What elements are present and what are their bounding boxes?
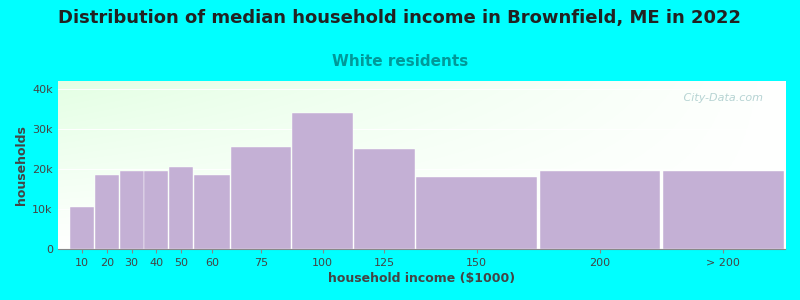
Bar — [540, 171, 661, 249]
Bar — [663, 171, 784, 249]
Bar — [293, 113, 353, 249]
Text: Distribution of median household income in Brownfield, ME in 2022: Distribution of median household income … — [58, 9, 742, 27]
Text: White residents: White residents — [332, 54, 468, 69]
Y-axis label: households: households — [15, 125, 28, 205]
Bar — [144, 171, 168, 249]
Bar — [119, 171, 144, 249]
X-axis label: household income ($1000): household income ($1000) — [328, 272, 515, 285]
Bar — [194, 175, 230, 249]
Bar — [70, 207, 94, 249]
Text: City-Data.com: City-Data.com — [680, 93, 763, 103]
Bar — [416, 177, 538, 249]
Bar — [231, 147, 291, 249]
Bar — [95, 175, 119, 249]
Bar — [354, 149, 414, 249]
Bar — [169, 167, 193, 249]
